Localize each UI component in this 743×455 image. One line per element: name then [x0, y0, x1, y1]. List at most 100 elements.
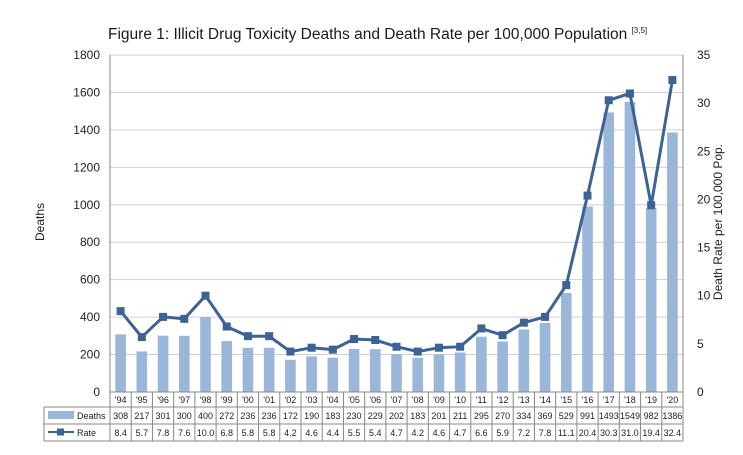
rate-point: [413, 347, 422, 356]
x-tick-label: '11: [476, 395, 487, 405]
x-tick-label: '09: [433, 395, 445, 405]
table-cell-deaths: 236: [240, 411, 255, 421]
rate-point: [647, 201, 656, 210]
table-cell-rate: 5.8: [242, 428, 255, 438]
legend-deaths-swatch: [48, 411, 74, 419]
y-tick-label: 600: [80, 273, 100, 287]
bar-deaths: [603, 112, 615, 392]
y-tick-label: 1200: [73, 160, 100, 174]
deaths-bars: [115, 101, 678, 393]
x-tick-label: '17: [603, 395, 615, 405]
y2-tick-label: 35: [697, 48, 711, 62]
x-tick-label: '15: [560, 395, 572, 405]
x-tick-label: '06: [369, 395, 381, 405]
x-tick-label: '94: [115, 395, 127, 405]
chart-title-reference: [3,5]: [631, 26, 648, 35]
rate-point: [668, 76, 677, 85]
table-cell-deaths: 190: [304, 411, 319, 421]
x-tick-label: '14: [539, 395, 551, 405]
table-cell-rate: 7.2: [518, 428, 531, 438]
table-cell-deaths: 1386: [662, 411, 682, 421]
bar-deaths: [518, 329, 530, 392]
table-cell-deaths: 400: [198, 411, 213, 421]
table-cell-rate: 5.7: [136, 428, 149, 438]
x-tick-label: '98: [200, 395, 212, 405]
table-cell-deaths: 211: [453, 411, 467, 421]
table-cell-deaths: 230: [347, 411, 362, 421]
bar-deaths: [433, 354, 445, 392]
table-cell-rate: 30.3: [600, 428, 618, 438]
y2-axis-title: Death Rate per 100,000 Pop.: [711, 144, 725, 300]
rate-point: [307, 343, 316, 352]
bar-deaths: [200, 317, 211, 392]
table-cell-rate: 32.4: [664, 428, 682, 438]
bar-deaths: [560, 292, 572, 392]
y-tick-label: 1000: [73, 198, 100, 212]
legend-deaths-label: Deaths: [77, 411, 106, 421]
bar-deaths: [539, 322, 551, 392]
x-tick-label: '04: [327, 395, 339, 405]
table-cell-rate: 5.9: [496, 428, 509, 438]
table-cell-rate: 4.2: [411, 428, 424, 438]
rate-point: [222, 322, 231, 331]
data-table: '94 '95 '96 '97 '98 '99 '00 '01 '02 '03 '04 '05 '06 '…: [43, 392, 684, 442]
table-cell-deaths: 982: [644, 411, 659, 421]
x-tick-label: '20: [667, 395, 679, 405]
bar-deaths: [624, 101, 636, 393]
rate-point: [350, 335, 359, 344]
bar-deaths: [412, 357, 424, 392]
x-tick-label: '13: [518, 395, 530, 405]
rate-point: [583, 191, 592, 200]
table-cell-deaths: 369: [538, 411, 553, 421]
table-cell-rate: 5.5: [348, 428, 361, 438]
y-tick-label: 200: [80, 348, 100, 362]
rate-point: [477, 324, 486, 333]
rate-point: [604, 96, 613, 105]
x-tick-label: '99: [221, 395, 233, 405]
bar-deaths: [285, 359, 296, 392]
table-cell-deaths: 334: [516, 411, 531, 421]
table-cell-deaths: 229: [368, 411, 383, 421]
rate-point: [265, 332, 274, 341]
bar-deaths: [242, 347, 254, 392]
x-tick-label: '18: [624, 395, 636, 405]
x-tick-label: '00: [242, 395, 254, 405]
bar-deaths: [667, 132, 678, 392]
rate-point: [180, 314, 189, 323]
x-tick-label: '97: [178, 395, 190, 405]
table-cell-deaths: 201: [431, 411, 446, 421]
rate-point: [541, 312, 550, 321]
table-cell-deaths: 300: [177, 411, 192, 421]
table-cell-deaths: 1549: [620, 411, 640, 421]
rate-point: [519, 318, 528, 327]
table-cell-deaths: 1493: [599, 411, 619, 421]
rate-point: [392, 342, 401, 351]
table-cell-rate: 4.4: [327, 428, 340, 438]
bar-deaths: [115, 334, 126, 392]
y2-tick-label: 25: [697, 144, 711, 158]
x-tick-label: '05: [348, 395, 360, 405]
y-tick-label: 1400: [73, 123, 100, 137]
rate-point: [137, 333, 146, 342]
table-cell-rate: 7.8: [539, 428, 552, 438]
legend-rate-marker: [57, 428, 64, 436]
y2-tick-label: 5: [697, 337, 704, 351]
table-cell-rate: 10.0: [197, 428, 215, 438]
table-cell-rate: 20.4: [579, 428, 597, 438]
y-tick-label: 0: [93, 385, 100, 399]
rate-point: [159, 312, 168, 321]
table-cell-deaths: 183: [325, 411, 340, 421]
table-cell-deaths: 202: [389, 411, 404, 421]
rate-point: [371, 336, 380, 345]
legend-rate-label: Rate: [77, 428, 96, 438]
rate-point: [562, 281, 571, 290]
y-axis-title: Deaths: [33, 203, 47, 241]
x-tick-label: '03: [306, 395, 318, 405]
rate-point: [201, 291, 210, 300]
x-tick-label: '08: [412, 395, 424, 405]
rate-point: [434, 343, 443, 352]
y-tick-label: 1600: [73, 85, 100, 99]
table-cell-deaths: 236: [262, 411, 277, 421]
y2-tick-label: 30: [697, 96, 711, 110]
x-tick-label: '02: [285, 395, 297, 405]
